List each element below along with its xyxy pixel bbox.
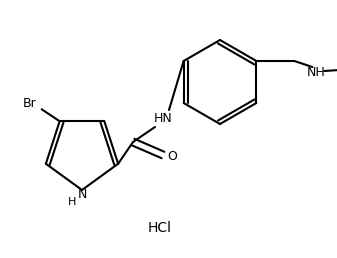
Text: HCl: HCl [148, 221, 172, 235]
Text: H: H [68, 197, 76, 207]
Text: HN: HN [154, 111, 172, 125]
Text: NH: NH [307, 67, 326, 79]
Text: N: N [77, 188, 87, 200]
Text: Br: Br [23, 97, 36, 110]
Text: O: O [167, 150, 177, 164]
